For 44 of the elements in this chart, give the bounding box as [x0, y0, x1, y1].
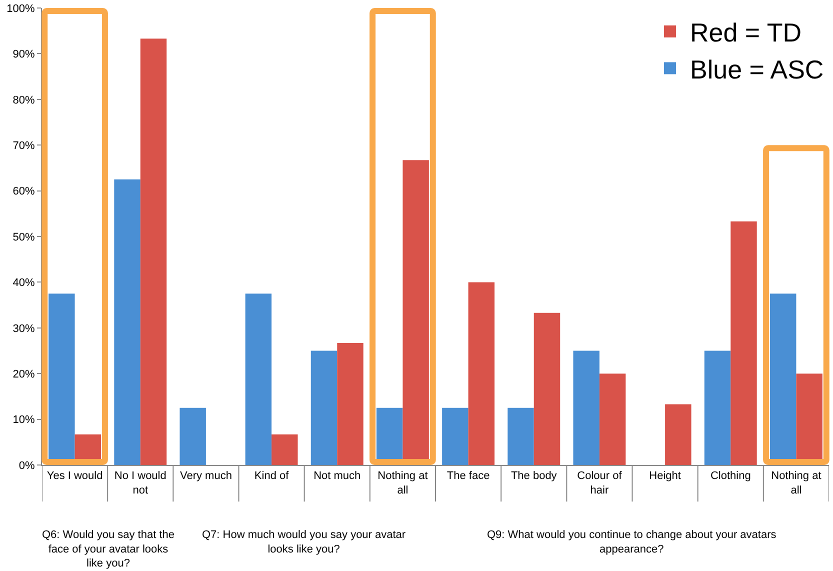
bar [730, 221, 757, 465]
x-tick-label: Colour of hair [577, 470, 623, 496]
x-tick-label: Not much [314, 470, 361, 482]
bar [534, 312, 560, 465]
y-tick-label: 0% [18, 460, 36, 472]
bar [337, 342, 364, 465]
y-tick-label: 20% [12, 368, 36, 380]
legend-label: Blue = ASC [690, 54, 824, 84]
x-tick-label: Clothing [710, 470, 751, 482]
x-tick-label: The face [446, 470, 490, 482]
y-tick-label: 80% [12, 94, 36, 106]
bar [468, 282, 495, 465]
y-tick-label: 100% [6, 2, 36, 15]
x-tick-label: Height [649, 470, 681, 482]
bar [508, 408, 534, 465]
text: Q9: What would you continue to change about your avatars appearance? [487, 529, 777, 556]
y-tick-label: 60% [12, 186, 36, 198]
y-tick-label: 40% [12, 277, 36, 290]
y-tick-label: 30% [12, 322, 36, 335]
x-tick-label: Very much [180, 470, 232, 482]
bar [140, 38, 167, 465]
bar [245, 294, 272, 465]
text: Q7: How much would you say your avatar looks like you? [202, 529, 406, 556]
bar [573, 350, 600, 465]
bar [114, 179, 140, 465]
y-tick-label: 50% [12, 231, 36, 244]
y-tick-label: 90% [12, 48, 36, 61]
bar [599, 374, 626, 465]
x-tick-label: Nothing at all [378, 470, 428, 496]
x-tick-label: Yes I would [46, 470, 103, 482]
text: Q6: Would you say that the face of your avatar looks like you? [42, 529, 174, 570]
x-tick-label: The body [510, 470, 558, 482]
bar [442, 408, 468, 465]
legend-label: Red = TD [690, 18, 802, 48]
bar [310, 350, 338, 465]
x-tick-label: No I would not [114, 470, 166, 496]
bar [272, 434, 298, 465]
bar [180, 408, 206, 465]
bar [665, 404, 692, 465]
bar [704, 350, 731, 465]
x-tick-label: Kind of [254, 470, 290, 482]
y-tick-label: 70% [12, 140, 36, 152]
x-tick-label: Nothing at all [771, 470, 822, 496]
y-tick-label: 10% [12, 414, 36, 426]
